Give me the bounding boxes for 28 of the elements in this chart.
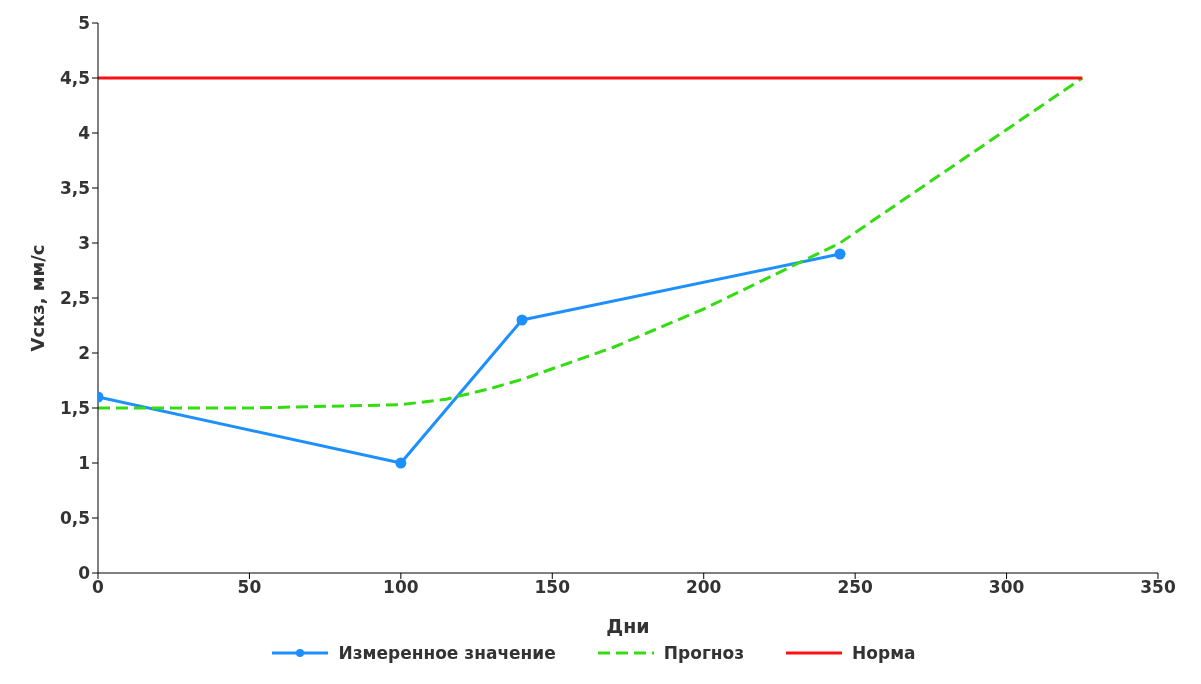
line-series [98,76,1084,410]
legend-label: Норма [851,643,916,663]
y-tick-label: 5 [78,13,90,34]
x-tick-label: 200 [685,577,722,598]
legend-label: Прогноз [662,643,745,663]
x-tick-label: 150 [534,577,571,598]
y-tick-label: 0 [78,563,91,584]
x-tick-label: 350 [1140,577,1176,598]
point [516,314,528,326]
y-axis-title: Vскз, мм/с [27,244,49,352]
y-tick-label: 4 [78,123,91,144]
x-tick-label: 100 [383,577,419,598]
y-tick-label: 0,5 [59,508,90,529]
y-tick-label: 2,5 [59,288,90,309]
y-tick-label: 1 [78,453,90,474]
x-tick-label: 50 [237,577,262,598]
y-tick-label: 3 [78,233,90,254]
point [395,457,407,469]
x-tick-label: 0 [92,577,105,598]
y-tick-label: 3,5 [59,178,90,199]
point [834,248,846,260]
legend-label: Измеренное значение [337,643,556,663]
x-tick-label: 250 [837,577,874,598]
y-tick-label: 2 [78,343,90,364]
y-tick-label: 1,5 [59,398,90,419]
x-tick-label: 300 [988,577,1025,598]
x-axis-title: Дни [606,615,650,637]
y-tick-label: 4,5 [59,68,90,89]
